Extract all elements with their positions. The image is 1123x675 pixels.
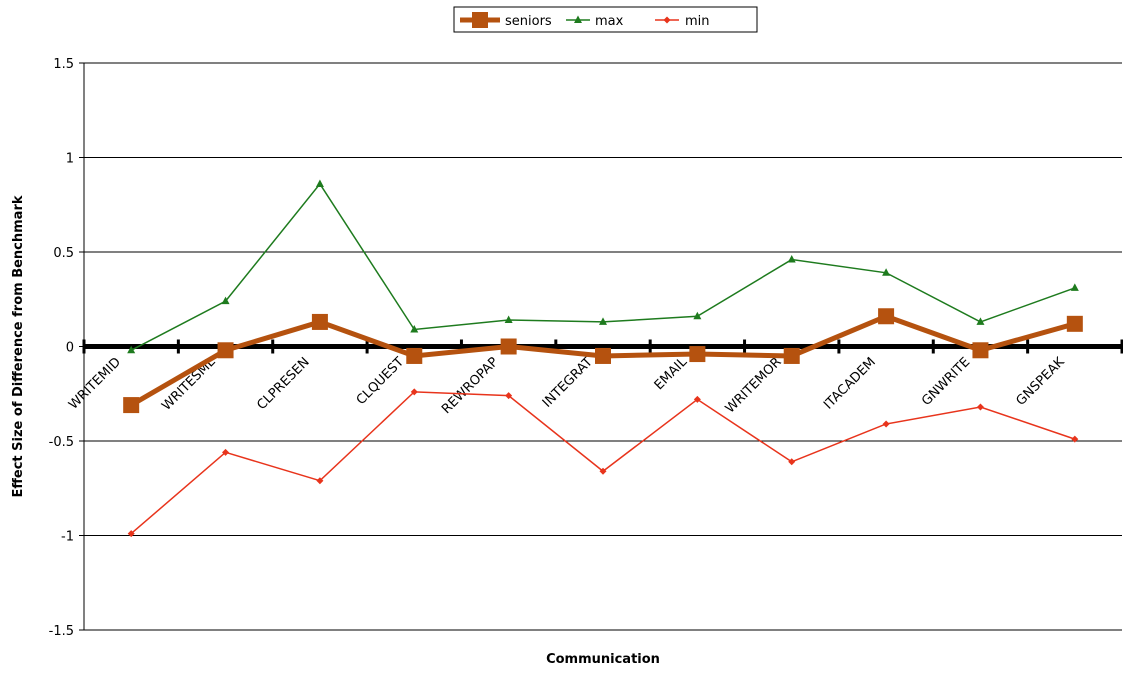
data-point-seniors (689, 346, 706, 363)
data-point-seniors (1066, 315, 1083, 332)
series-line-max (130, 182, 1076, 351)
legend: seniors max min (453, 6, 758, 33)
data-point-min (1071, 435, 1079, 443)
data-point-seniors (878, 308, 895, 325)
data-point-max (315, 179, 324, 187)
y-tick-label: 1 (66, 152, 74, 167)
y-tick-label: 0 (66, 341, 74, 356)
x-category-label: ITACADEM (821, 355, 879, 413)
y-tick-label: 0.5 (53, 246, 74, 261)
legend-label-min: min (685, 14, 710, 29)
y-axis-title: Effect Size of Difference from Benchmark (11, 195, 26, 497)
data-point-min (410, 388, 418, 396)
data-point-max (599, 317, 607, 325)
x-category-label: REWROPAP (439, 355, 501, 417)
x-axis-title: Communication (546, 652, 660, 667)
data-point-min (693, 395, 701, 403)
data-point-seniors (783, 347, 800, 364)
data-point-seniors (500, 338, 517, 355)
x-category-label: WRITEMID (66, 355, 124, 413)
x-category-label: EMAIL (652, 354, 691, 393)
y-tick-label: -1 (61, 530, 74, 545)
legend-marker-seniors (472, 12, 488, 28)
data-point-max (787, 255, 796, 263)
data-point-seniors (217, 342, 234, 359)
data-point-max (410, 324, 419, 333)
x-category-label: GNWRITE (919, 355, 973, 409)
y-tick-label: -1.5 (49, 624, 74, 639)
data-point-max (882, 268, 891, 276)
series-seniors (123, 308, 1083, 414)
y-tick-label: 1.5 (53, 57, 74, 72)
series-max (127, 179, 1079, 354)
data-point-max (976, 317, 985, 325)
data-point-min (505, 392, 513, 400)
x-category-label: GNSPEAK (1014, 354, 1068, 408)
data-point-min (788, 458, 796, 466)
data-point-seniors (972, 342, 989, 359)
data-point-max (693, 311, 702, 320)
legend-marker-max (574, 15, 582, 23)
data-point-seniors (406, 347, 423, 364)
data-point-min (599, 467, 607, 475)
data-point-seniors (595, 347, 611, 364)
data-point-min (127, 530, 135, 538)
series-min (127, 388, 1079, 538)
data-point-min (882, 420, 890, 428)
data-point-max (127, 345, 136, 354)
data-point-max (221, 296, 230, 305)
data-point-min (316, 477, 324, 485)
legend-box (453, 6, 758, 33)
data-point-max (1070, 283, 1079, 291)
data-point-max (504, 315, 513, 324)
x-category-label: INTEGRAT (540, 355, 596, 411)
data-point-min (976, 403, 984, 411)
legend-label-seniors: seniors (505, 14, 552, 29)
data-point-seniors (123, 397, 140, 414)
data-point-min (222, 448, 230, 456)
x-category-label: CLQUEST (354, 355, 407, 408)
y-tick-label: -0.5 (49, 435, 74, 450)
series-line-min (130, 391, 1076, 535)
legend-label-max: max (595, 14, 624, 29)
data-point-seniors (311, 313, 328, 330)
x-category-label: CLPRESEN (254, 355, 312, 413)
x-category-label: WRITEMOR (723, 355, 785, 417)
legend-marker-min (663, 16, 671, 24)
